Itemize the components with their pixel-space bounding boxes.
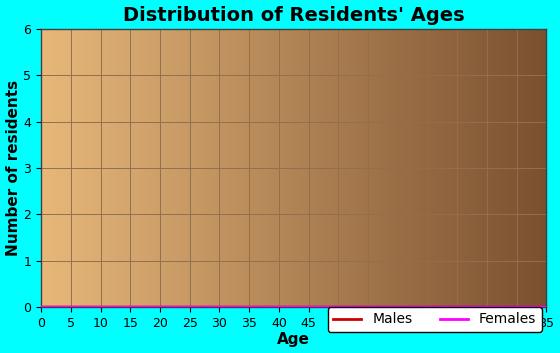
Legend: Males, Females: Males, Females bbox=[328, 307, 542, 332]
X-axis label: Age: Age bbox=[277, 333, 310, 347]
Title: Distribution of Residents' Ages: Distribution of Residents' Ages bbox=[123, 6, 465, 25]
Y-axis label: Number of residents: Number of residents bbox=[6, 80, 21, 256]
